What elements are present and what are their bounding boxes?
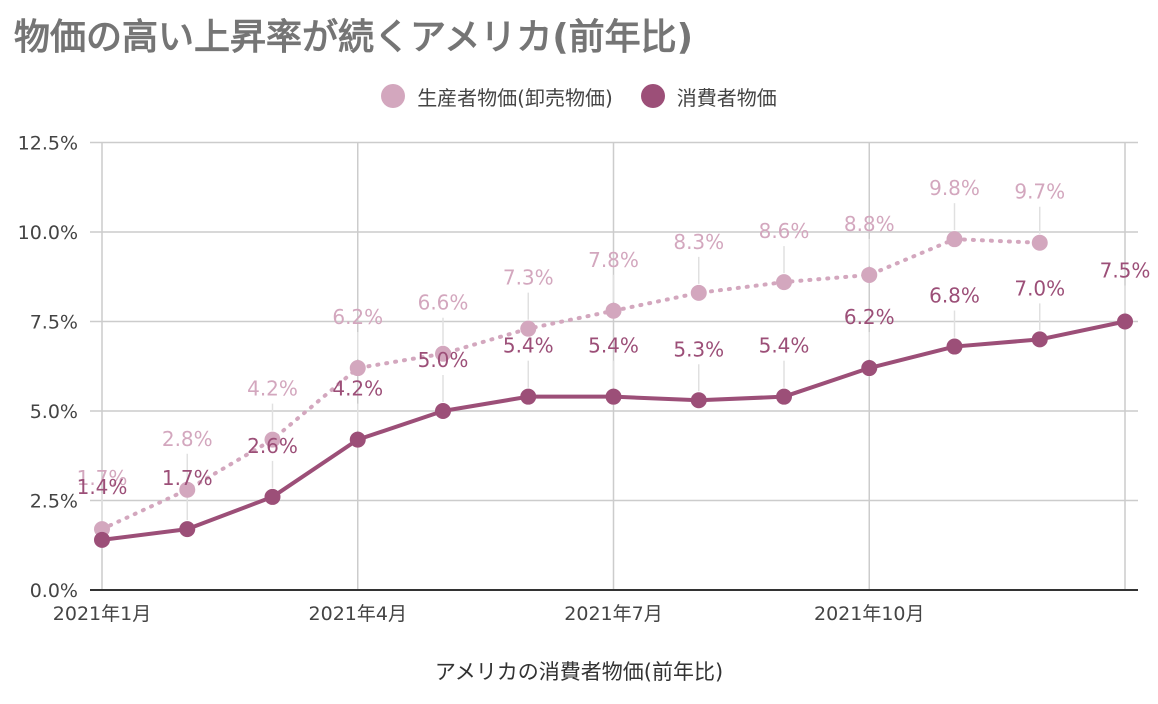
chart-title: 物価の高い上昇率が続くアメリカ(前年比) xyxy=(14,17,694,58)
y-tick-label: 7.5% xyxy=(30,312,78,334)
data-label: 1.4% xyxy=(77,475,128,499)
data-label: 6.6% xyxy=(418,291,469,315)
data-label: 5.4% xyxy=(588,334,639,358)
chart-legend: 生産者物価(卸売物価) 消費者物価 xyxy=(0,80,1158,112)
x-tick-label: 2021年7月 xyxy=(564,603,662,625)
data-label: 4.2% xyxy=(247,377,298,401)
data-point xyxy=(1117,313,1133,330)
legend-item-producer-prices[interactable]: 生産者物価(卸売物価) xyxy=(381,82,613,111)
data-label: 7.8% xyxy=(588,248,639,272)
data-label: 7.3% xyxy=(503,266,554,290)
series-points xyxy=(94,231,1133,548)
x-axis-tick-labels: 2021年1月 2021年4月 2021年7月 2021年10月 xyxy=(53,603,925,625)
data-label: 5.4% xyxy=(759,334,810,358)
data-label: 5.0% xyxy=(418,348,469,372)
data-point xyxy=(776,388,792,405)
data-labels: 1.7% 2.8% 4.2% 6.2% 6.6% 7.3% 7.8% 8.3% 8.6% 8.8%… xyxy=(77,176,1151,499)
data-point xyxy=(520,388,537,405)
data-point xyxy=(861,360,878,377)
data-point xyxy=(690,392,707,409)
legend-item-consumer-prices[interactable]: 消費者物価 xyxy=(640,82,777,111)
data-point xyxy=(776,274,792,291)
data-point xyxy=(946,231,963,248)
data-point xyxy=(435,403,451,419)
data-point xyxy=(264,431,281,448)
data-label: 2.8% xyxy=(162,427,213,451)
data-point xyxy=(520,320,537,337)
data-point xyxy=(690,284,707,301)
data-point xyxy=(94,531,110,548)
x-tick-label: 2021年4月 xyxy=(309,603,407,625)
data-label: 7.0% xyxy=(1014,276,1065,300)
data-point xyxy=(435,345,451,362)
data-label: 8.3% xyxy=(673,230,724,254)
y-tick-label: 5.0% xyxy=(30,401,78,423)
x-axis-title: アメリカの消費者物価(前年比) xyxy=(434,660,724,684)
data-point xyxy=(605,388,622,405)
y-tick-label: 2.5% xyxy=(30,491,78,513)
data-label: 9.7% xyxy=(1014,180,1065,204)
data-point xyxy=(179,521,196,538)
data-label: 2.6% xyxy=(247,434,298,458)
x-tick-label: 2021年10月 xyxy=(814,603,925,625)
legend-label-consumer-prices: 消費者物価 xyxy=(676,85,777,110)
y-tick-label: 10.0% xyxy=(18,222,78,244)
data-point xyxy=(179,481,196,498)
data-point xyxy=(349,431,366,448)
data-label: 6.2% xyxy=(844,305,895,329)
y-tick-label: 12.5% xyxy=(18,133,78,155)
data-point xyxy=(1031,331,1048,348)
x-tick-label: 2021年1月 xyxy=(53,603,151,625)
data-label: 1.7% xyxy=(77,466,128,490)
data-label: 7.5% xyxy=(1100,259,1151,283)
legend-marker-producer-prices xyxy=(381,84,406,108)
data-point xyxy=(1031,234,1048,251)
data-label: 8.8% xyxy=(844,212,895,236)
data-point xyxy=(605,302,622,319)
data-label: 4.2% xyxy=(332,377,383,401)
legend-label-producer-prices: 生産者物価(卸売物価) xyxy=(417,85,613,110)
data-label: 6.8% xyxy=(929,284,980,308)
data-label: 5.4% xyxy=(503,334,554,358)
series-line-producer-prices xyxy=(100,237,1042,532)
data-label: 1.7% xyxy=(162,466,213,490)
y-axis-tick-labels: 0.0% 2.5% 5.0% 7.5% 10.0% 12.5% xyxy=(18,133,78,603)
data-label: 6.2% xyxy=(332,305,383,329)
y-tick-label: 0.0% xyxy=(30,580,78,602)
data-point xyxy=(946,338,963,355)
data-label: 9.8% xyxy=(929,176,980,200)
legend-marker-consumer-prices xyxy=(640,84,665,108)
data-point xyxy=(264,488,281,505)
data-point xyxy=(349,360,366,377)
data-point xyxy=(861,266,878,283)
data-label: 5.3% xyxy=(673,337,724,361)
data-label: 8.6% xyxy=(759,219,810,243)
